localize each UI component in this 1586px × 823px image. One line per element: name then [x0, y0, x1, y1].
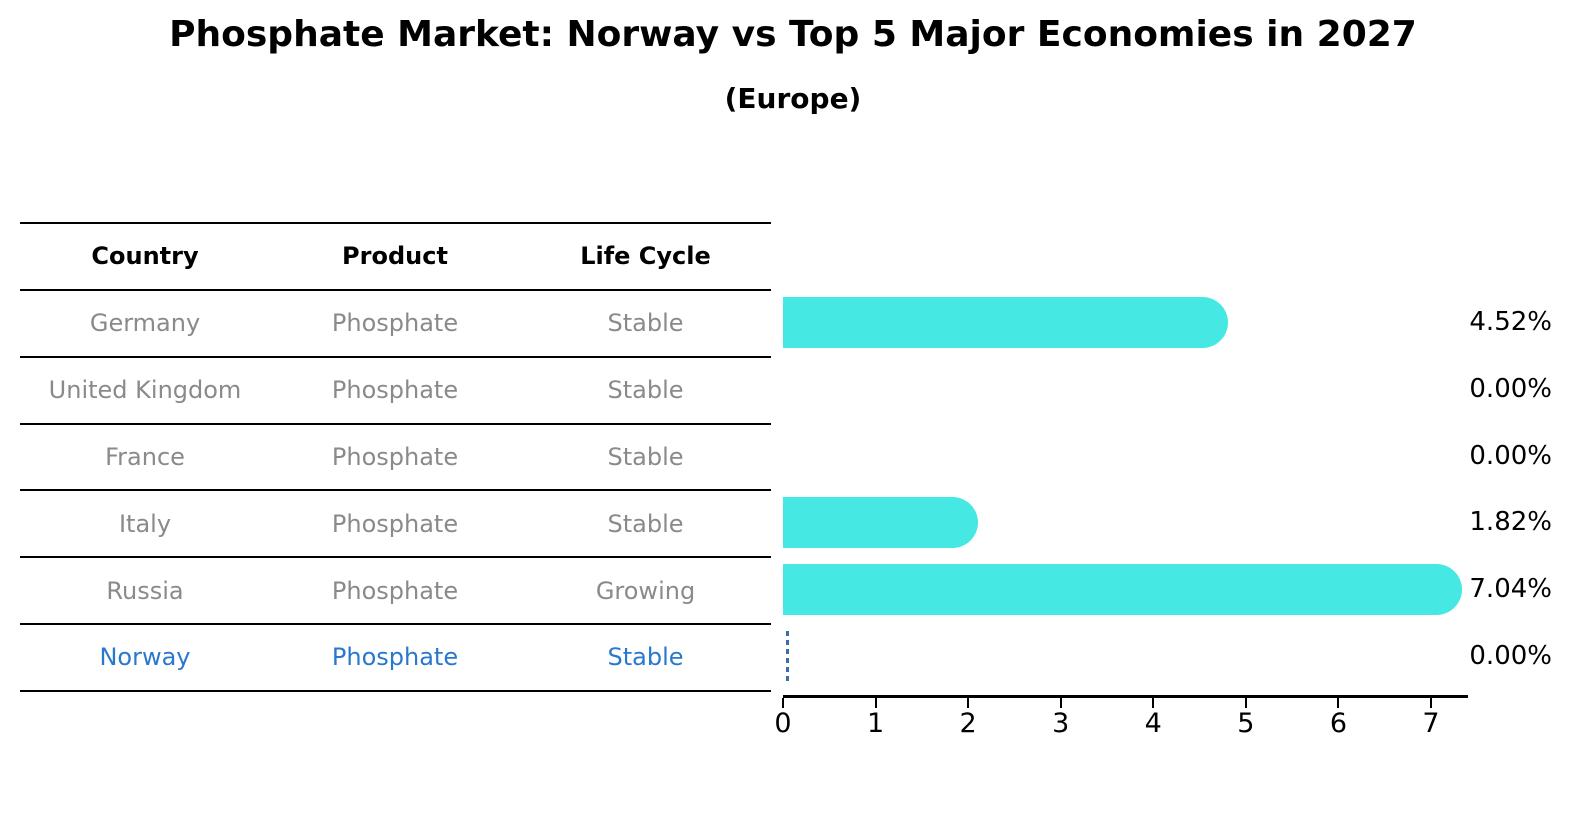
value-label: 7.04%: [1469, 574, 1552, 605]
chart-title: Phosphate Market: Norway vs Top 5 Major …: [169, 14, 1417, 55]
x-axis-tick: [782, 698, 784, 708]
cell-life-cycle: Stable: [607, 442, 684, 471]
x-axis-tick-label: 0: [774, 708, 792, 739]
table-header-cell: Product: [342, 242, 448, 271]
cell-life-cycle: Stable: [607, 376, 684, 405]
country-info-table: Country Product Life Cycle Germany Phosphate…: [20, 222, 771, 692]
table-header-cell: Country: [91, 242, 199, 271]
cell-product: Phosphate: [331, 442, 459, 471]
x-axis-tick-label: 3: [1052, 708, 1070, 739]
table-row: United Kingdom Phosphate Stable: [20, 358, 771, 425]
x-axis-tick: [1152, 698, 1155, 708]
cell-country: United Kingdom: [48, 376, 242, 405]
cell-life-cycle: Stable: [607, 643, 684, 672]
cell-life-cycle: Growing: [595, 576, 696, 605]
cell-product: Phosphate: [331, 509, 459, 538]
table-header-row: Country Product Life Cycle: [20, 224, 771, 291]
x-axis-tick-label: 4: [1144, 708, 1162, 739]
cell-product: Phosphate: [331, 376, 459, 405]
value-label: 4.52%: [1469, 306, 1552, 337]
cell-product: Phosphate: [331, 309, 459, 338]
value-label: 0.00%: [1469, 373, 1552, 404]
table-row: Russia Phosphate Growing: [20, 558, 771, 626]
bar-italy: [783, 497, 979, 549]
cell-life-cycle: Stable: [607, 509, 684, 538]
table-row: Norway Phosphate Stable: [20, 625, 771, 692]
table-header-cell: Life Cycle: [580, 242, 711, 271]
value-label: 0.00%: [1469, 641, 1552, 672]
table-row: Italy Phosphate Stable: [20, 491, 771, 559]
cell-product: Phosphate: [331, 576, 459, 605]
x-axis-tick: [1244, 698, 1247, 708]
value-label: 1.82%: [1469, 507, 1552, 538]
highlight-dashed-line-marker: [786, 631, 789, 683]
x-axis-tick: [1059, 698, 1062, 708]
bar-russia: [783, 564, 1462, 616]
cell-life-cycle: Stable: [607, 309, 684, 338]
cell-country: Italy: [118, 509, 172, 538]
cell-product: Phosphate: [331, 643, 459, 672]
cell-country: France: [105, 442, 185, 471]
x-axis-line: [783, 695, 1468, 698]
cell-country: Russia: [106, 576, 184, 605]
table-row: Germany Phosphate Stable: [20, 291, 771, 358]
cell-country: Norway: [99, 643, 191, 672]
x-axis-tick: [1429, 698, 1432, 708]
x-axis-tick-label: 5: [1237, 708, 1255, 739]
x-axis-tick-label: 6: [1329, 708, 1347, 739]
x-axis-tick: [967, 698, 970, 708]
value-label: 0.00%: [1469, 440, 1552, 471]
x-axis-tick: [1337, 698, 1340, 708]
bar-germany: [783, 296, 1229, 348]
chart-subtitle: (Europe): [724, 82, 862, 115]
cell-country: Germany: [89, 309, 201, 338]
table-row: France Phosphate Stable: [20, 425, 771, 492]
x-axis-tick-label: 7: [1422, 708, 1440, 739]
x-axis-tick-label: 1: [866, 708, 885, 739]
x-axis-tick-label: 2: [959, 708, 977, 739]
x-axis-tick: [874, 698, 877, 708]
